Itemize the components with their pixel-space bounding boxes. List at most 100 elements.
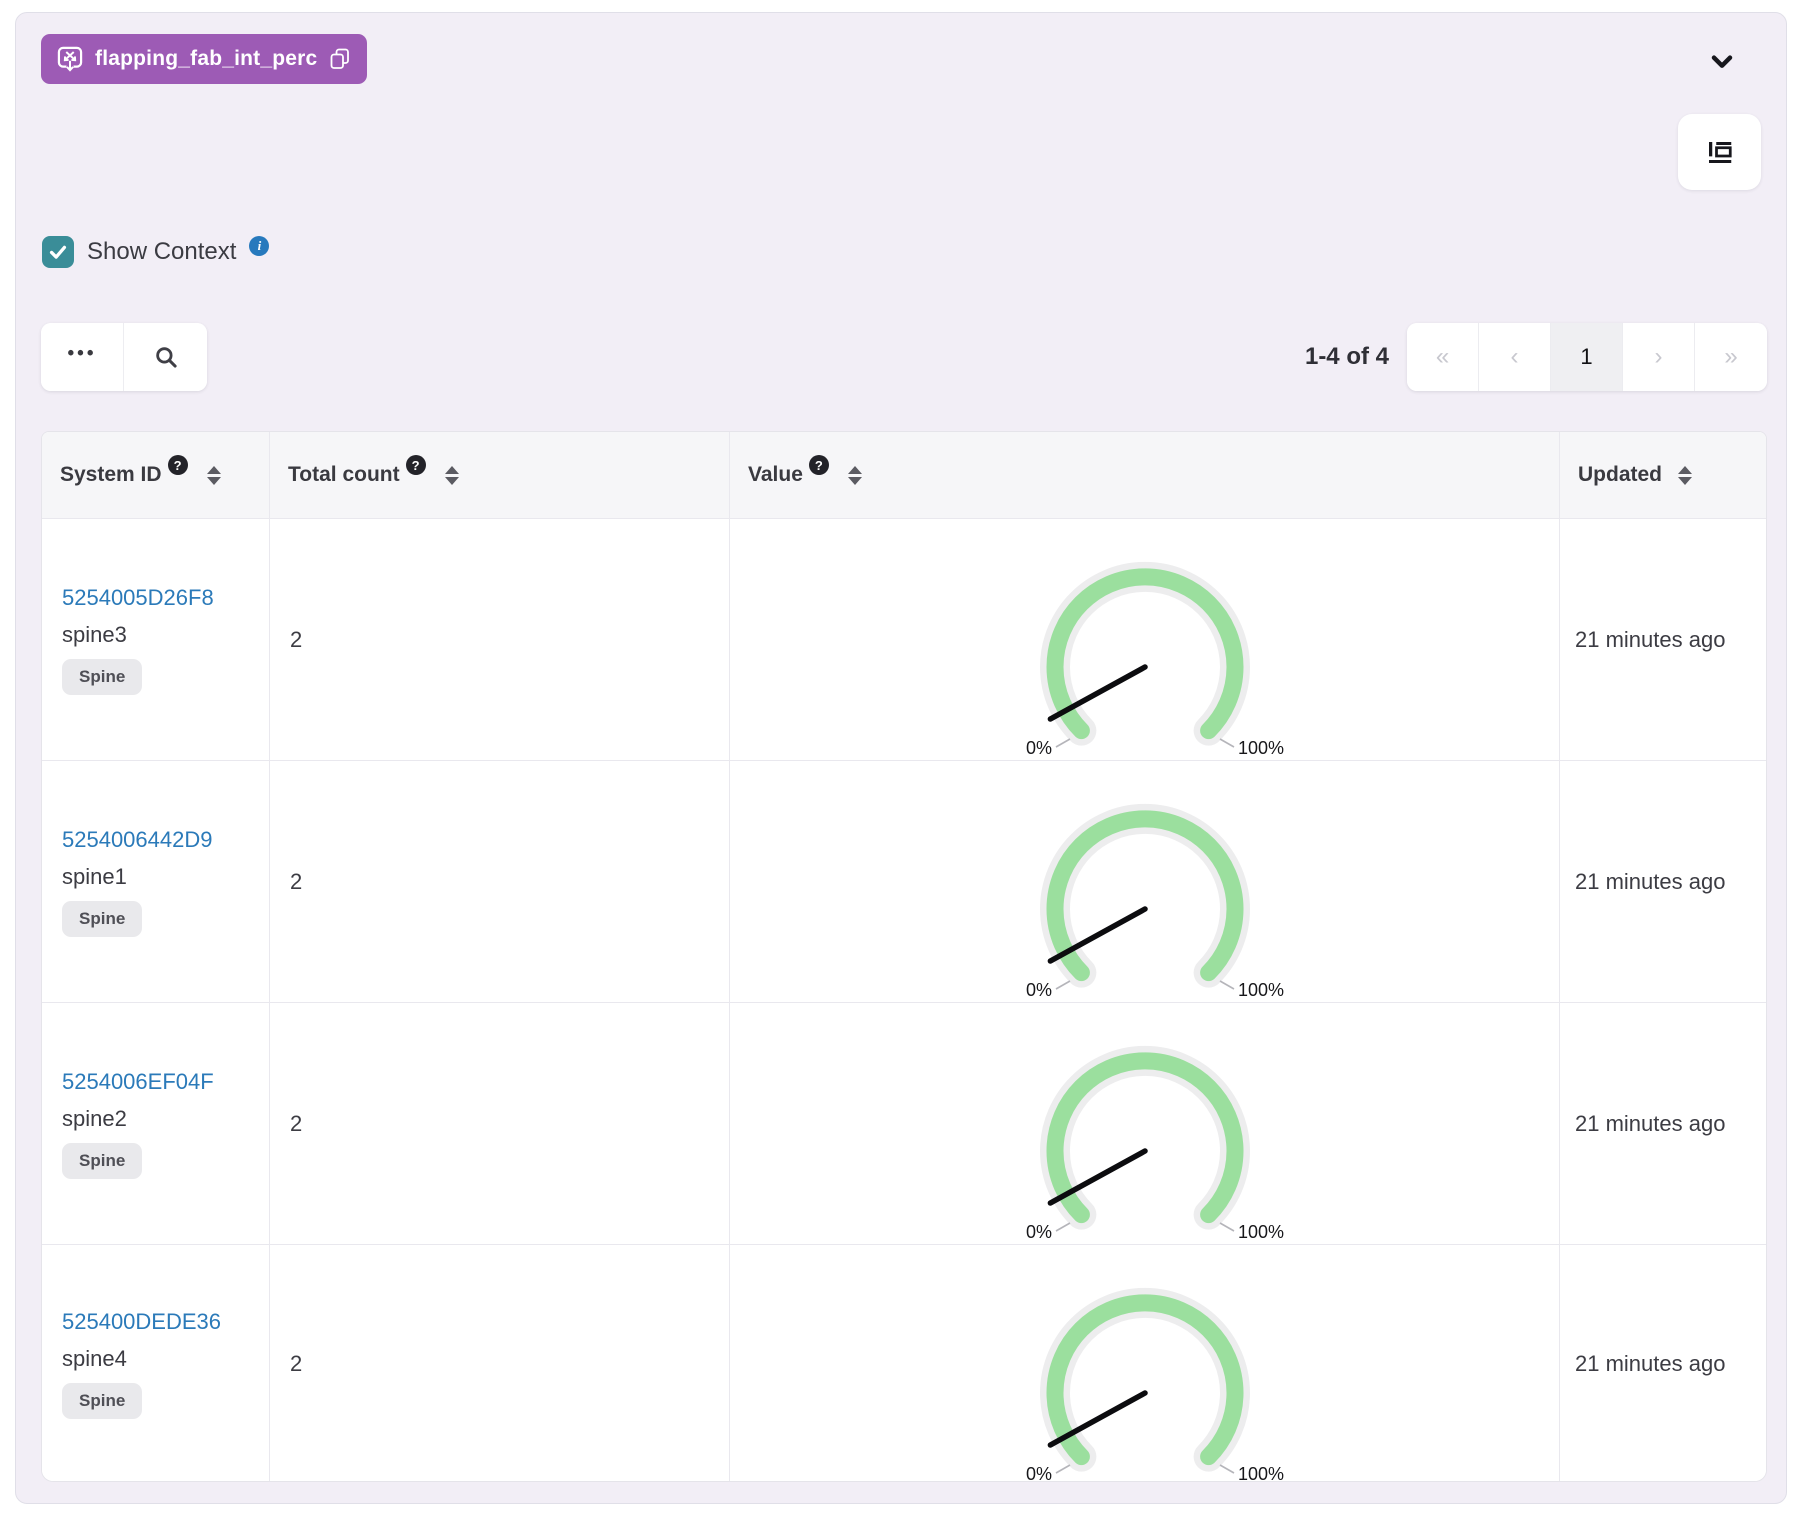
value-gauge-cell: 0% 100% xyxy=(730,761,1560,1002)
more-actions-button[interactable]: ••• xyxy=(41,323,124,391)
show-context-label: Show Context xyxy=(87,238,237,265)
metric-widget-panel: flapping_fab_int_perc xyxy=(15,12,1787,1504)
system-id-cell: 5254005D26F8 spine3 Spine xyxy=(42,519,270,760)
updated-cell: 21 minutes ago xyxy=(1575,868,1726,894)
gauge-min-label: 0% xyxy=(1025,980,1051,1000)
value-gauge-cell: 0% 100% xyxy=(730,1245,1560,1482)
gauge-min-tick xyxy=(1055,738,1070,748)
results-table: System ID ? Total count ? Value ? Update… xyxy=(41,431,1767,1482)
table-settings-button[interactable] xyxy=(1678,114,1761,190)
variable-icon xyxy=(56,45,84,73)
table-row: 5254006442D9 spine1 Spine 2 0% 100% 21 minu… xyxy=(42,760,1766,1002)
gauge-arc xyxy=(1046,1052,1243,1224)
sort-icon[interactable] xyxy=(1678,465,1692,485)
gauge-max-tick xyxy=(1219,1464,1234,1474)
gauge-max-label: 100% xyxy=(1238,1464,1284,1482)
table-actions-group: ••• xyxy=(41,323,207,391)
gauge-min-tick xyxy=(1055,980,1070,990)
gauge-max-tick xyxy=(1219,980,1234,990)
last-page-button[interactable]: » xyxy=(1695,323,1767,391)
gauge-chart: 0% 100% xyxy=(1025,1287,1284,1482)
column-header-system-id[interactable]: System ID ? xyxy=(42,432,270,518)
role-badge: Spine xyxy=(62,658,143,695)
gauge-min-label: 0% xyxy=(1025,1464,1051,1482)
gauge-needle xyxy=(1047,1390,1148,1448)
sort-icon[interactable] xyxy=(206,465,221,485)
copy-icon[interactable] xyxy=(328,47,352,71)
gauge-min-label: 0% xyxy=(1025,1222,1051,1242)
hostname: spine4 xyxy=(62,1345,127,1371)
search-button[interactable] xyxy=(124,323,207,391)
metric-title-badge[interactable]: flapping_fab_int_perc xyxy=(41,34,368,84)
system-id-cell: 5254006442D9 spine1 Spine xyxy=(42,761,270,1002)
search-icon xyxy=(153,344,179,370)
system-id-link[interactable]: 5254006EF04F xyxy=(62,1068,214,1094)
total-count-cell: 2 xyxy=(270,1003,730,1244)
updated-cell: 21 minutes ago xyxy=(1575,1110,1726,1136)
current-page-button[interactable]: 1 xyxy=(1551,323,1623,391)
hostname: spine3 xyxy=(62,621,127,647)
table-toolbar: ••• 1-4 of 4 « ‹ 1 › » xyxy=(41,323,1767,391)
gauge-min-label: 0% xyxy=(1025,738,1051,758)
gauge-min-tick xyxy=(1055,1464,1070,1474)
gauge-chart: 0% 100% xyxy=(1025,561,1284,758)
help-icon[interactable]: ? xyxy=(167,455,188,475)
info-icon[interactable]: i xyxy=(249,236,270,256)
total-count-cell: 2 xyxy=(270,1245,730,1481)
column-header-updated[interactable]: Updated xyxy=(1560,432,1766,518)
sort-icon[interactable] xyxy=(444,465,459,485)
gauge-max-tick xyxy=(1219,1222,1234,1232)
gauge-min-tick xyxy=(1055,1222,1070,1232)
gauge-arc xyxy=(1046,810,1243,982)
total-count-cell: 2 xyxy=(270,519,730,760)
table-layout-icon xyxy=(1705,137,1735,167)
gauge-needle xyxy=(1047,664,1148,722)
value-gauge-cell: 0% 100% xyxy=(730,1003,1560,1244)
show-context-checkbox[interactable] xyxy=(42,236,74,268)
gauge-max-label: 100% xyxy=(1238,980,1284,1000)
hostname: spine1 xyxy=(62,863,127,889)
table-header: System ID ? Total count ? Value ? Update… xyxy=(42,432,1766,518)
pagination-area: 1-4 of 4 « ‹ 1 › » xyxy=(1305,323,1767,391)
gauge-arc xyxy=(1046,568,1243,740)
gauge-arc xyxy=(1046,1294,1243,1466)
chevron-down-icon[interactable] xyxy=(1702,41,1742,81)
gauge-needle xyxy=(1047,906,1148,964)
role-badge: Spine xyxy=(62,1382,143,1419)
system-id-link[interactable]: 5254005D26F8 xyxy=(62,584,214,610)
first-page-button[interactable]: « xyxy=(1407,323,1479,391)
column-header-value[interactable]: Value ? xyxy=(730,432,1560,518)
system-id-link[interactable]: 525400DEDE36 xyxy=(62,1308,222,1334)
gauge-chart: 0% 100% xyxy=(1025,803,1284,1000)
results-range: 1-4 of 4 xyxy=(1304,343,1389,370)
pager: « ‹ 1 › » xyxy=(1407,323,1767,391)
gauge-max-label: 100% xyxy=(1238,1222,1284,1242)
gauge-max-label: 100% xyxy=(1238,738,1284,758)
help-icon[interactable]: ? xyxy=(405,455,426,475)
show-context-control: Show Context i xyxy=(42,234,270,270)
table-row: 5254006EF04F spine2 Spine 2 0% 100% 21 minu… xyxy=(42,1002,1766,1244)
value-gauge-cell: 0% 100% xyxy=(730,519,1560,760)
role-badge: Spine xyxy=(62,900,143,937)
role-badge: Spine xyxy=(62,1142,143,1179)
system-id-cell: 525400DEDE36 spine4 Spine xyxy=(42,1245,270,1481)
hostname: spine2 xyxy=(62,1105,127,1131)
gauge-chart: 0% 100% xyxy=(1025,1045,1284,1242)
column-header-total-count[interactable]: Total count ? xyxy=(270,432,730,518)
gauge-max-tick xyxy=(1219,738,1234,748)
gauge-needle xyxy=(1047,1148,1148,1206)
table-row: 5254005D26F8 spine3 Spine 2 0% 100% 21 minu… xyxy=(42,518,1766,760)
prev-page-button[interactable]: ‹ xyxy=(1479,323,1551,391)
table-body: 5254005D26F8 spine3 Spine 2 0% 100% 21 minu… xyxy=(42,518,1766,1482)
help-icon[interactable]: ? xyxy=(808,455,829,475)
next-page-button[interactable]: › xyxy=(1623,323,1695,391)
updated-cell: 21 minutes ago xyxy=(1575,1350,1726,1376)
system-id-cell: 5254006EF04F spine2 Spine xyxy=(42,1003,270,1244)
sort-icon[interactable] xyxy=(847,465,862,485)
table-row: 525400DEDE36 spine4 Spine 2 0% 100% 21 minu… xyxy=(42,1244,1766,1482)
total-count-cell: 2 xyxy=(270,761,730,1002)
system-id-link[interactable]: 5254006442D9 xyxy=(62,826,213,852)
updated-cell: 21 minutes ago xyxy=(1575,626,1726,652)
ellipsis-icon: ••• xyxy=(67,343,97,364)
metric-name: flapping_fab_int_perc xyxy=(95,47,318,70)
